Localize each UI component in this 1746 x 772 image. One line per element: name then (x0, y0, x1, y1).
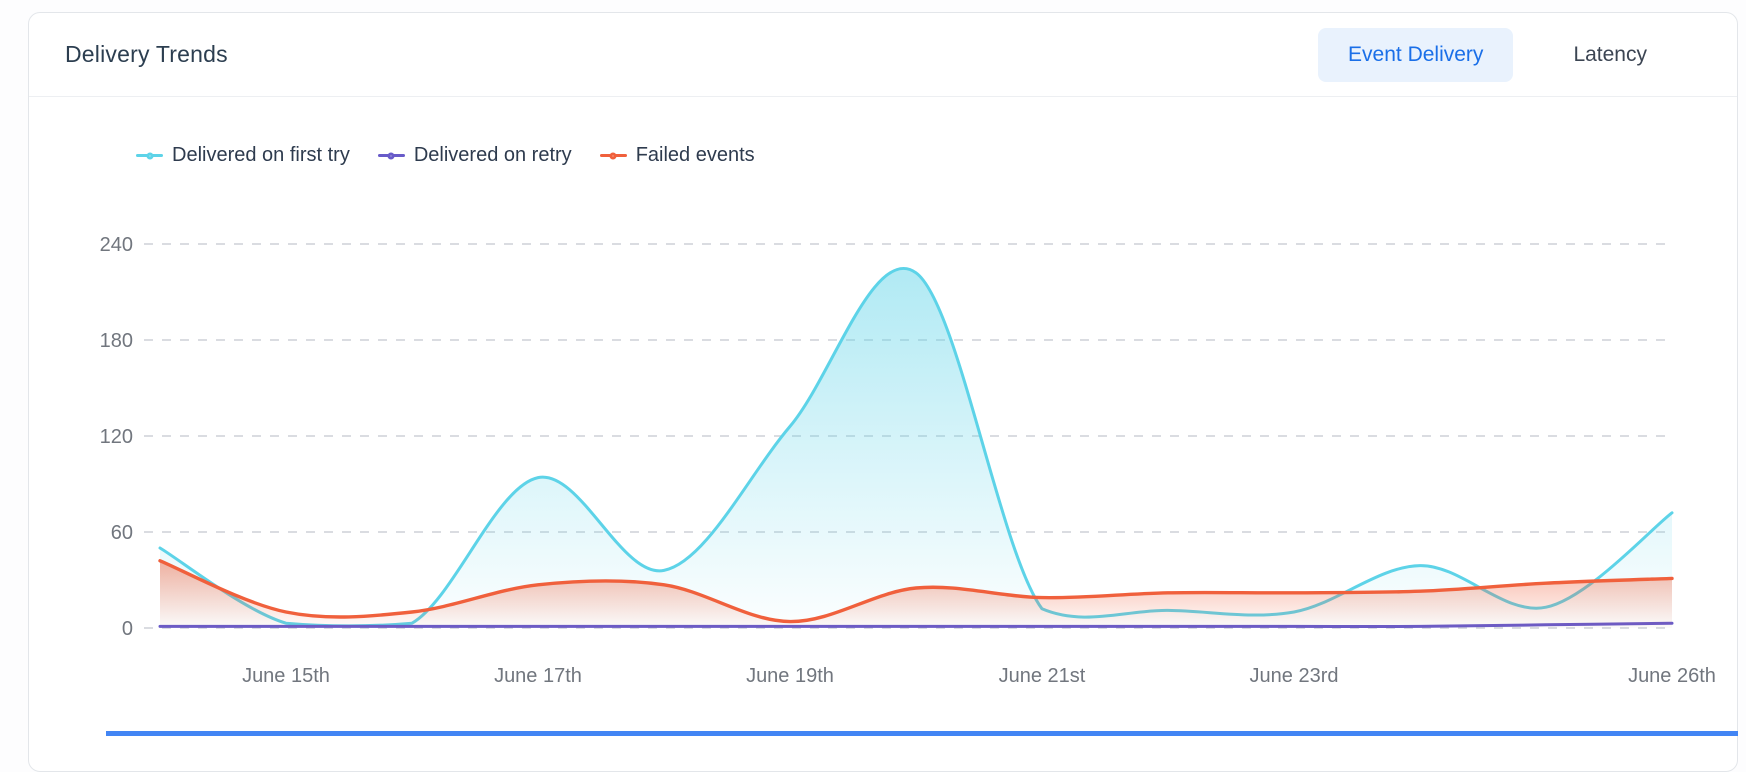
delivery-trends-card: Delivery Trends Event Delivery Latency D… (28, 12, 1738, 772)
legend-line-marker-icon (377, 152, 405, 159)
legend-label: Delivered on first try (172, 144, 350, 166)
page-title: Delivery Trends (65, 41, 228, 67)
legend-line-marker-icon (136, 152, 163, 159)
legend-item-delivered-retry[interactable]: Delivered on retry (377, 144, 572, 167)
y-axis-label-0: 0 (122, 618, 133, 640)
x-axis-label-june-15th: June 15th (242, 665, 330, 687)
legend-label: Delivered on retry (413, 144, 572, 166)
y-axis-label-120: 120 (100, 426, 133, 448)
tab-latency[interactable]: Latency (1543, 28, 1677, 82)
card-header: Delivery Trends Event Delivery Latency (29, 13, 1737, 97)
legend-item-failed-events[interactable]: Failed events (599, 144, 755, 167)
x-axis-label-june-26th: June 26th (1628, 665, 1716, 687)
legend-line-marker-icon (599, 152, 627, 159)
delivery-trends-area-chart[interactable]: 0 60 120 180 240 June 15th June 17th June 19th J… (29, 97, 1739, 769)
tab-group: Event Delivery Latency (1318, 27, 1677, 82)
x-axis-label-june-23rd: June 23rd (1250, 665, 1339, 687)
legend-label: Failed events (635, 144, 755, 166)
chart-legend: Delivered on first try Delivered on retr… (136, 144, 755, 167)
y-axis-label-180: 180 (100, 330, 133, 352)
legend-item-delivered-first-try[interactable]: Delivered on first try (136, 144, 350, 167)
bottom-accent-strip (106, 731, 1738, 736)
x-axis-label-june-17th: June 17th (494, 665, 582, 687)
tab-event-delivery[interactable]: Event Delivery (1318, 27, 1514, 82)
y-axis-label-60: 60 (111, 522, 133, 544)
series-area-failed-events (160, 560, 1672, 628)
x-axis-label-june-21st: June 21st (999, 665, 1086, 687)
y-axis-label-240: 240 (100, 234, 133, 256)
series-line-failed-events (158, 559, 1674, 624)
series-area-delivered-on-first-try (160, 268, 1672, 628)
x-axis-label-june-19th: June 19th (746, 665, 834, 687)
